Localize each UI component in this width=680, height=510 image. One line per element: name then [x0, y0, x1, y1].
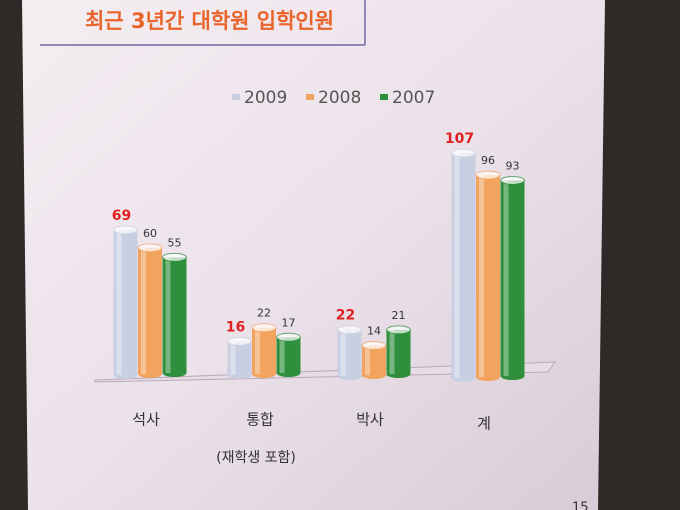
- bar-top: [227, 336, 252, 346]
- bar-bottom: [138, 370, 162, 378]
- bar-top: [475, 170, 501, 180]
- bar-body: [162, 257, 187, 373]
- bar-body: [476, 175, 500, 377]
- bar-body: [451, 153, 476, 378]
- bar-shine: [479, 175, 484, 377]
- bar: [500, 175, 525, 380]
- slide: [22, 0, 605, 510]
- bar-bottom: [113, 371, 138, 379]
- bar-shine: [365, 345, 370, 375]
- bar: [337, 325, 362, 380]
- bar-shine: [279, 337, 285, 373]
- legend-label: 2009: [244, 88, 287, 108]
- bar: [113, 225, 138, 379]
- data-label: 21: [392, 309, 406, 322]
- bar-top: [162, 252, 187, 262]
- bar-bottom: [227, 371, 252, 379]
- data-label: 69: [112, 208, 131, 224]
- bar-top: [500, 175, 525, 185]
- data-label: 17: [282, 316, 296, 329]
- bar: [386, 325, 411, 378]
- bar: [475, 170, 501, 381]
- bar-shine: [141, 247, 146, 374]
- bar-top: [251, 323, 277, 333]
- legend-label: 2007: [392, 88, 435, 108]
- bar-bottom: [500, 372, 525, 380]
- bar-bottom: [451, 374, 476, 382]
- bar-body: [227, 341, 252, 375]
- data-label: 22: [336, 308, 355, 324]
- chart-title: 최근 3년간 대학원 입학인원: [85, 9, 334, 33]
- bar-top: [337, 325, 362, 335]
- x-tick-label: 통합: [246, 411, 274, 429]
- bar: [361, 341, 387, 379]
- bar-top: [451, 148, 476, 158]
- data-label: 22: [257, 307, 271, 320]
- bar-body: [362, 345, 386, 375]
- data-label: 16: [226, 319, 245, 335]
- bar-bottom: [386, 370, 411, 378]
- bar-top: [137, 243, 163, 253]
- legend-label: 2008: [318, 88, 361, 108]
- bar-body: [386, 329, 411, 374]
- bar: [251, 323, 277, 378]
- legend-marker: [306, 94, 314, 100]
- x-tick-label: 석사: [132, 411, 160, 429]
- legend-marker: [380, 94, 388, 100]
- bar: [276, 332, 301, 377]
- bar-body: [138, 247, 162, 374]
- bar-shine: [454, 153, 460, 378]
- bar-bottom: [252, 370, 276, 378]
- data-label: 55: [168, 236, 182, 249]
- bar-bottom: [362, 371, 386, 379]
- x-tick-label: 계: [477, 415, 491, 433]
- data-label: 96: [481, 154, 495, 167]
- bar: [162, 252, 187, 377]
- data-label: 14: [367, 325, 381, 338]
- bar-top: [276, 332, 301, 342]
- bar-shine: [230, 341, 236, 375]
- bar-bottom: [162, 369, 187, 377]
- bar-body: [113, 229, 138, 375]
- x-tick-label: 박사: [356, 411, 384, 429]
- bar-bottom: [276, 369, 301, 377]
- bar-body: [276, 337, 301, 373]
- bar-shine: [503, 180, 509, 376]
- bar: [451, 148, 476, 382]
- x-tick-note: (재학생 포함): [216, 450, 296, 466]
- legend-marker: [232, 94, 240, 100]
- bar-top: [386, 325, 411, 335]
- bar: [227, 336, 252, 379]
- data-label: 60: [143, 227, 157, 240]
- data-label: 107: [445, 131, 474, 147]
- page-number: 15: [572, 501, 589, 510]
- bar-shine: [165, 257, 171, 373]
- data-label: 93: [506, 159, 520, 172]
- bar-body: [337, 329, 362, 376]
- bar-shine: [389, 329, 395, 374]
- bar-shine: [116, 229, 122, 375]
- bar: [137, 243, 163, 378]
- bar-body: [500, 180, 525, 376]
- bar-bottom: [476, 373, 500, 381]
- bar-body: [252, 327, 276, 374]
- bar-bottom: [337, 372, 362, 380]
- bar-shine: [255, 327, 260, 374]
- bar-top: [113, 225, 138, 235]
- bar-top: [361, 341, 387, 351]
- bar-shine: [340, 329, 346, 376]
